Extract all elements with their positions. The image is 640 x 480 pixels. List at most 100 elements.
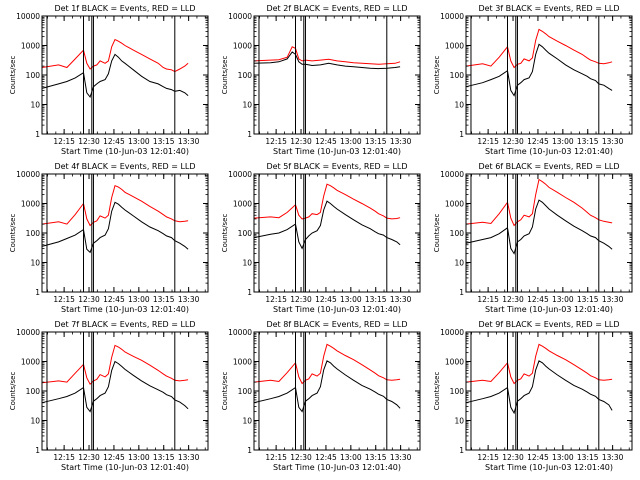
- x-tick-label: 12:15: [53, 295, 75, 304]
- x-tick-label: 13:15: [153, 137, 175, 146]
- panel-det-8: Det 8f BLACK = Events, RED = LLD 1 10 100 10…: [221, 320, 421, 472]
- y-tick-label: 1: [35, 446, 40, 455]
- y-axis-label: Counts/sec: [221, 56, 229, 95]
- y-tick-label: 10000: [440, 170, 464, 179]
- y-tick-label: 1: [247, 288, 252, 297]
- y-tick-label: 100: [450, 387, 465, 396]
- y-tick-label: 1000: [445, 358, 464, 367]
- x-tick-label: 12:30: [290, 295, 312, 304]
- y-tick-label: 1000: [21, 358, 40, 367]
- panel-det-3: Det 3f BLACK = Events, RED = LLD 1 10 100 10…: [433, 4, 633, 156]
- x-axis-label: Start Time (10-Jun-03 12:01:40): [61, 463, 189, 472]
- series-line-lld: [465, 343, 613, 385]
- series-line-lld: [253, 183, 401, 220]
- panel-det-2: Det 2f BLACK = Events, RED = LLD 1 10 100 10…: [221, 4, 421, 156]
- series-line-lld: [253, 343, 401, 385]
- x-tick-label: 13:00: [340, 453, 362, 462]
- x-tick-label: 12:15: [53, 453, 75, 462]
- panel-title: Det 9f BLACK = Events, RED = LLD: [478, 320, 619, 329]
- x-tick-label: 13:15: [365, 137, 387, 146]
- series-line-events: [253, 360, 401, 413]
- x-axis-label: Start Time (10-Jun-03 12:01:40): [273, 463, 401, 472]
- series-line-events: [41, 360, 189, 413]
- y-tick-label: 10000: [16, 12, 40, 21]
- y-tick-label: 1: [35, 130, 40, 139]
- x-tick-label: 12:30: [502, 453, 524, 462]
- x-tick-label: 13:00: [552, 137, 574, 146]
- x-tick-label: 13:30: [390, 295, 412, 304]
- y-tick-label: 1000: [233, 42, 252, 51]
- x-tick-label: 13:30: [178, 137, 200, 146]
- x-tick-label: 12:15: [477, 453, 499, 462]
- x-tick-label: 13:30: [178, 453, 200, 462]
- x-tick-label: 12:45: [315, 295, 337, 304]
- panel-title: Det 8f BLACK = Events, RED = LLD: [266, 320, 407, 329]
- panel-title: Det 2f BLACK = Events, RED = LLD: [266, 4, 407, 13]
- panel-title: Det 6f BLACK = Events, RED = LLD: [478, 162, 619, 171]
- y-tick-label: 100: [238, 387, 253, 396]
- y-tick-label: 100: [26, 229, 41, 238]
- x-tick-label: 13:00: [340, 137, 362, 146]
- x-tick-label: 12:15: [477, 137, 499, 146]
- y-tick-label: 1: [459, 446, 464, 455]
- x-tick-label: 12:30: [502, 137, 524, 146]
- series-line-events: [41, 201, 189, 254]
- x-tick-label: 13:00: [552, 453, 574, 462]
- x-tick-label: 12:30: [78, 137, 100, 146]
- x-tick-label: 12:30: [290, 137, 312, 146]
- panel-title: Det 1f BLACK = Events, RED = LLD: [54, 4, 195, 13]
- y-tick-label: 1000: [445, 200, 464, 209]
- x-axis-label: Start Time (10-Jun-03 12:01:40): [485, 305, 613, 314]
- series-line-events: [253, 51, 401, 70]
- series-line-lld: [465, 28, 613, 69]
- x-tick-label: 13:00: [128, 295, 150, 304]
- y-tick-label: 1000: [21, 200, 40, 209]
- y-tick-label: 1: [247, 446, 252, 455]
- y-tick-label: 10: [30, 259, 40, 268]
- x-tick-label: 13:15: [365, 453, 387, 462]
- series-line-events: [41, 53, 189, 99]
- y-tick-label: 1: [459, 130, 464, 139]
- panel-det-7: Det 7f BLACK = Events, RED = LLD 1 10 100 10…: [9, 320, 209, 472]
- y-tick-label: 10000: [228, 12, 252, 21]
- panel-title: Det 4f BLACK = Events, RED = LLD: [54, 162, 195, 171]
- x-tick-label: 13:30: [178, 295, 200, 304]
- y-tick-label: 10: [30, 101, 40, 110]
- x-tick-label: 13:15: [153, 453, 175, 462]
- panel-det-1: Det 1f BLACK = Events, RED = LLD 1 10 100 10…: [9, 4, 209, 156]
- y-tick-label: 10: [242, 101, 252, 110]
- y-tick-label: 10: [454, 417, 464, 426]
- x-tick-label: 13:30: [602, 453, 624, 462]
- panel-det-5: Det 5f BLACK = Events, RED = LLD 1 10 100 10…: [221, 162, 421, 314]
- x-tick-label: 13:30: [390, 453, 412, 462]
- series-line-lld: [41, 185, 189, 227]
- y-tick-label: 100: [450, 229, 465, 238]
- y-tick-label: 10000: [228, 328, 252, 337]
- y-tick-label: 1000: [21, 42, 40, 51]
- x-tick-label: 13:30: [602, 137, 624, 146]
- series-line-lld: [41, 38, 189, 73]
- x-tick-label: 12:45: [315, 137, 337, 146]
- y-tick-label: 10: [454, 259, 464, 268]
- y-axis-label: Counts/sec: [9, 214, 17, 253]
- y-axis-label: Counts/sec: [433, 214, 441, 253]
- x-tick-label: 13:15: [153, 295, 175, 304]
- y-tick-label: 10: [242, 259, 252, 268]
- series-line-events: [465, 199, 613, 255]
- y-tick-label: 100: [26, 387, 41, 396]
- x-tick-label: 12:15: [477, 295, 499, 304]
- panel-det-9: Det 9f BLACK = Events, RED = LLD 1 10 100 10…: [433, 320, 633, 472]
- series-line-lld: [41, 344, 189, 386]
- x-tick-label: 12:45: [315, 453, 337, 462]
- y-axis-label: Counts/sec: [221, 372, 229, 411]
- x-tick-label: 12:30: [290, 453, 312, 462]
- series-line-events: [465, 43, 613, 97]
- y-axis-label: Counts/sec: [221, 214, 229, 253]
- y-axis-label: Counts/sec: [9, 372, 17, 411]
- y-axis-label: Counts/sec: [433, 56, 441, 95]
- x-tick-label: 13:15: [365, 295, 387, 304]
- x-tick-label: 13:30: [602, 295, 624, 304]
- y-tick-label: 1000: [233, 200, 252, 209]
